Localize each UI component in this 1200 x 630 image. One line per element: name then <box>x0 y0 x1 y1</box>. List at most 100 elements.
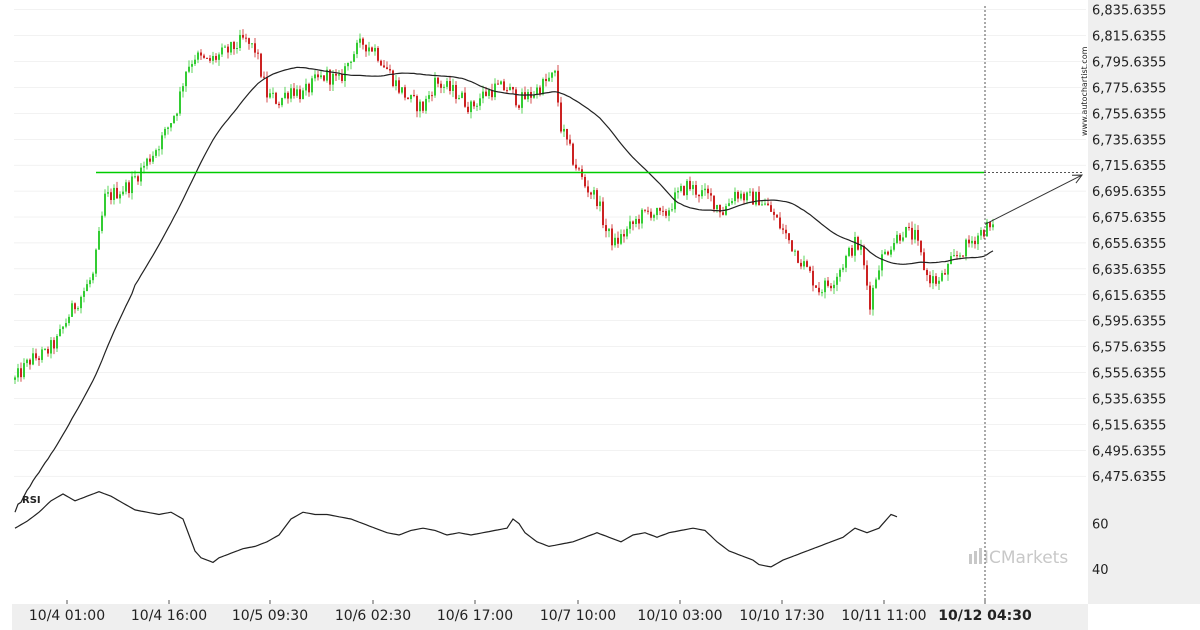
candle-body <box>635 218 637 224</box>
candle-body <box>29 359 31 365</box>
price-tick-label: 6,555.6355 <box>1092 367 1166 382</box>
candle-body <box>734 191 736 202</box>
candlesticks <box>14 29 994 384</box>
candle-body <box>164 128 166 136</box>
candle-body <box>692 185 694 190</box>
candle-body <box>425 98 427 111</box>
candle-body <box>179 91 181 114</box>
candle-body <box>827 280 829 286</box>
candle-body <box>122 191 124 195</box>
candle-body <box>539 87 541 95</box>
candle-body <box>41 349 43 360</box>
brand-logo-bar-2 <box>974 551 977 564</box>
candle-body <box>782 228 784 230</box>
candle-body <box>587 186 589 193</box>
candle-body <box>689 180 691 190</box>
candle-body <box>611 228 613 246</box>
candle-body <box>341 74 343 81</box>
time-tick-label: 10/10 17:30 <box>739 608 824 624</box>
candle-body <box>242 34 244 38</box>
brand-logo: ICMarkets <box>969 548 1068 568</box>
candle-body <box>173 115 175 124</box>
candle-body <box>146 158 148 166</box>
candle-body <box>965 239 967 257</box>
candle-body <box>650 211 652 218</box>
candle-body <box>254 43 256 53</box>
candle-body <box>287 92 289 99</box>
candle-body <box>239 34 241 49</box>
candle-body <box>728 203 730 207</box>
candle-body <box>644 209 646 211</box>
candle-body <box>218 54 220 60</box>
candle-body <box>845 255 847 268</box>
candle-body <box>296 89 298 96</box>
candle-body <box>227 46 229 53</box>
candle-body <box>620 234 622 244</box>
candle-body <box>527 91 529 100</box>
candle-body <box>542 78 544 95</box>
candle-body <box>167 127 169 129</box>
candle-body <box>197 52 199 60</box>
candle-body <box>311 78 313 93</box>
candle-body <box>326 69 328 81</box>
candle-body <box>713 195 715 210</box>
candle-body <box>95 249 97 274</box>
candle-body <box>50 340 52 354</box>
candle-body <box>911 227 913 240</box>
candle-body <box>128 182 130 194</box>
candle-body <box>356 42 358 55</box>
candle-body <box>455 84 457 99</box>
candle-body <box>299 89 301 100</box>
candle-body <box>710 193 712 196</box>
candle-body <box>770 205 772 212</box>
candle-body <box>272 92 274 94</box>
candle-body <box>554 70 556 73</box>
projection-arrow-line <box>984 174 1083 225</box>
candle-body <box>647 210 649 212</box>
candle-body <box>572 143 574 165</box>
candle-body <box>194 59 196 65</box>
candle-body <box>875 279 877 288</box>
candle-body <box>881 254 883 271</box>
candle-body <box>701 190 703 197</box>
candle-body <box>443 86 445 88</box>
candle-body <box>956 255 958 257</box>
candle-body <box>764 203 766 205</box>
candle-body <box>575 164 577 169</box>
candle-body <box>290 88 292 99</box>
candle-body <box>824 280 826 293</box>
candle-body <box>248 38 250 44</box>
brand-logo-text: ICMarkets <box>984 548 1068 568</box>
candle-body <box>476 105 478 107</box>
candle-body <box>797 250 799 263</box>
candle-body <box>140 167 142 182</box>
candle-body <box>44 348 46 350</box>
candle-body <box>275 92 277 104</box>
candle-body <box>377 47 379 61</box>
candle-body <box>47 348 49 354</box>
candle-body <box>893 243 895 250</box>
candle-body <box>263 76 265 78</box>
candle-body <box>32 353 34 365</box>
candle-body <box>392 70 394 87</box>
candle-body <box>986 221 988 237</box>
rsi-tick-label: 60 <box>1092 518 1109 533</box>
candle-body <box>740 193 742 199</box>
watermark-text: www.autochartist.com <box>1080 46 1089 136</box>
candle-body <box>83 291 85 297</box>
candle-body <box>53 340 55 349</box>
candle-body <box>497 83 499 85</box>
candle-body <box>320 75 322 78</box>
candle-body <box>866 265 868 286</box>
candle-body <box>482 91 484 99</box>
candle-body <box>479 98 481 106</box>
time-tick-label: 10/5 09:30 <box>232 608 308 624</box>
candle-body <box>161 135 163 150</box>
candle-body <box>134 176 136 178</box>
price-tick-label: 6,615.6355 <box>1092 289 1166 304</box>
candle-body <box>233 41 235 49</box>
candle-body <box>632 221 634 224</box>
candle-body <box>836 276 838 285</box>
candle-body <box>773 211 775 215</box>
candle-body <box>899 234 901 241</box>
